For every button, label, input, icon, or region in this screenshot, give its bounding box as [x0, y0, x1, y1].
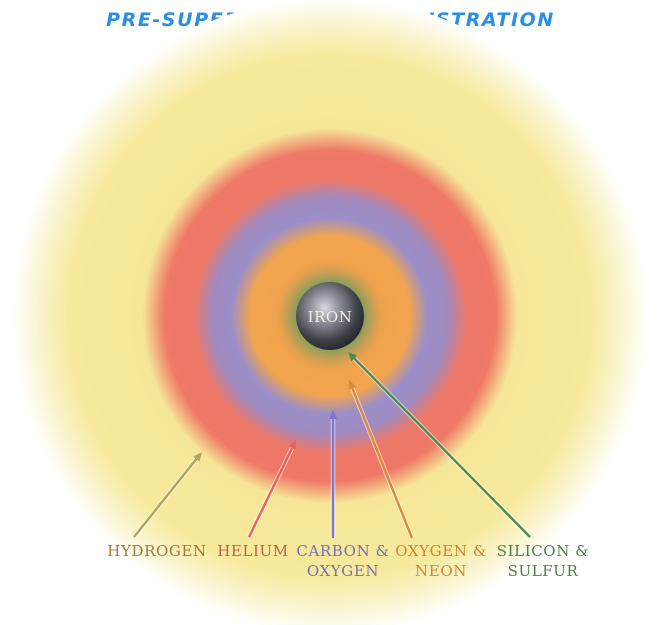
label-line: HYDROGEN	[107, 542, 207, 560]
label-line: HELIUM	[217, 542, 289, 560]
layer-arrows	[132, 352, 532, 539]
arrow-shaft	[133, 458, 198, 538]
label-line: SULFUR	[507, 562, 579, 580]
core-label: IRON	[308, 308, 353, 326]
carbon-oxygen-arrow	[329, 410, 337, 538]
arrow-head	[288, 440, 296, 450]
iron-core	[296, 282, 364, 350]
arrow-head	[193, 452, 202, 462]
label-line: NEON	[415, 562, 467, 580]
carbon-oxygen-label: CARBON & OXYGEN	[296, 541, 389, 581]
oxygen-neon-arrow	[348, 380, 415, 539]
hydrogen-label: HYDROGEN	[107, 541, 206, 561]
label-line: CARBON &	[296, 542, 390, 560]
arrow-head	[348, 352, 358, 362]
helium-arrow	[246, 440, 296, 538]
hydrogen-arrow	[132, 452, 202, 539]
helium-label: HELIUM	[217, 541, 289, 561]
arrow-shaft	[351, 387, 414, 539]
arrow-head	[329, 410, 337, 419]
silicon-sulfur-arrow	[348, 352, 532, 539]
label-line: OXYGEN &	[395, 542, 487, 560]
label-line: SILICON &	[496, 542, 590, 560]
arrow-head	[348, 380, 357, 390]
oxygen-neon-label: OXYGEN & NEON	[395, 541, 487, 581]
label-line: OXYGEN	[306, 562, 380, 580]
silicon-sulfur-label: SILICON & SULFUR	[497, 541, 590, 581]
arrow-shaft	[353, 357, 531, 538]
arrow-shaft	[247, 447, 294, 538]
